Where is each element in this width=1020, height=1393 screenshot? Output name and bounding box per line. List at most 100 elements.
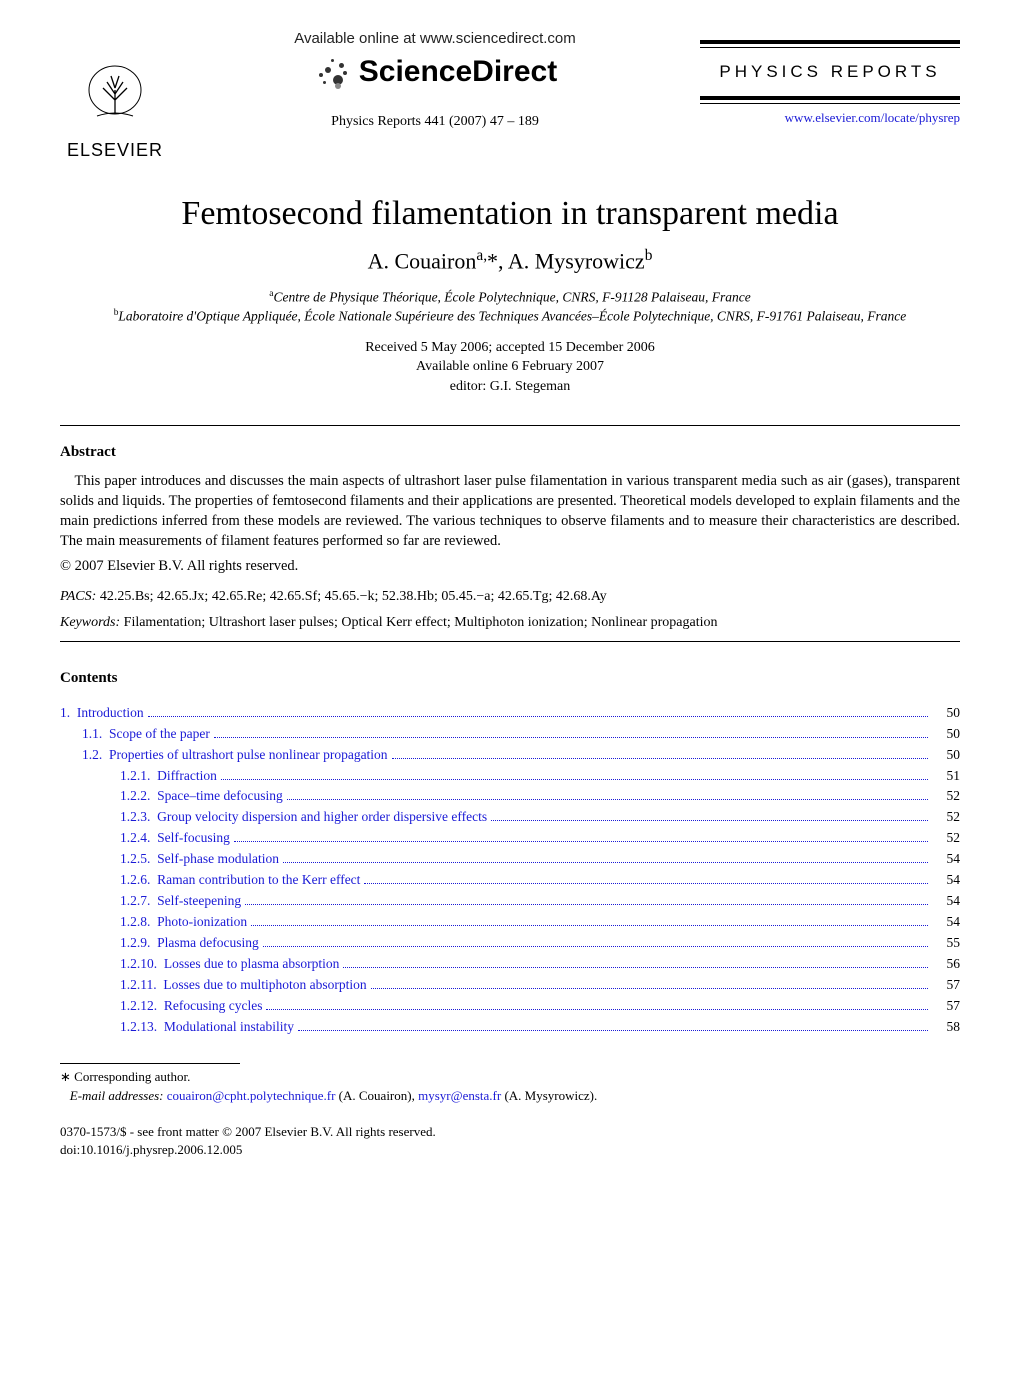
toc-entry[interactable]: 1.2.13. Modulational instability 58 (60, 1017, 960, 1038)
toc-entry[interactable]: 1.2.10. Losses due to plasma absorption 5… (60, 954, 960, 975)
available-online-text: Available online at www.sciencedirect.co… (170, 30, 700, 47)
toc-leader-dots (214, 726, 928, 738)
toc-leader-dots (343, 956, 928, 968)
toc-page: 57 (932, 975, 960, 996)
toc-label: Losses due to plasma absorption (164, 954, 339, 975)
toc-num: 1.1. (82, 724, 109, 745)
toc-entry[interactable]: 1.2.1. Diffraction51 (60, 766, 960, 787)
toc-num: 1.2.9. (120, 933, 157, 954)
toc-num: 1.2.10. (120, 954, 164, 975)
toc-entry[interactable]: 1.2.11. Losses due to multiphoton absorp… (60, 975, 960, 996)
toc-page: 50 (932, 745, 960, 766)
copyright-line: © 2007 Elsevier B.V. All rights reserved… (60, 558, 960, 575)
toc-num: 1.2.12. (120, 996, 164, 1017)
toc-label: Self-focusing (157, 828, 230, 849)
affiliations: aCentre de Physique Théorique, École Pol… (60, 288, 960, 325)
toc-leader-dots (148, 705, 928, 717)
online-date: Available online 6 February 2007 (60, 357, 960, 377)
toc-num: 1.2.3. (120, 807, 157, 828)
sciencedirect-icon (313, 53, 351, 91)
abstract-heading: Abstract (60, 444, 960, 461)
toc-label: Properties of ultrashort pulse nonlinear… (109, 745, 388, 766)
toc-label: Introduction (77, 703, 144, 724)
elsevier-tree-icon (60, 60, 170, 140)
toc-num: 1.2.2. (120, 786, 157, 807)
contents-heading: Contents (60, 670, 960, 687)
toc-label: Group velocity dispersion and higher ord… (157, 807, 487, 828)
journal-url-link[interactable]: www.elsevier.com/locate/physrep (700, 110, 960, 126)
toc-num: 1.2. (82, 745, 109, 766)
toc-leader-dots (263, 935, 928, 947)
email-link-1[interactable]: couairon@cpht.polytechnique.fr (167, 1088, 336, 1103)
email-line: E-mail addresses: couairon@cpht.polytech… (60, 1087, 960, 1105)
keywords-text: Filamentation; Ultrashort laser pulses; … (124, 615, 718, 630)
toc-entry[interactable]: 1.2.4. Self-focusing 52 (60, 828, 960, 849)
toc-leader-dots (298, 1019, 928, 1031)
toc-label: Losses due to multiphoton absorption (163, 975, 366, 996)
email-paren-2: (A. Mysyrowicz). (504, 1088, 597, 1103)
toc-leader-dots (491, 810, 928, 822)
toc-num: 1.2.11. (120, 975, 163, 996)
toc-label: Diffraction (157, 766, 217, 787)
table-of-contents: 1. Introduction501.1. Scope of the paper… (60, 703, 960, 1038)
divider (60, 641, 960, 642)
toc-label: Modulational instability (164, 1017, 294, 1038)
toc-entry[interactable]: 1.2.8. Photo-ionization54 (60, 912, 960, 933)
toc-entry[interactable]: 1.1. Scope of the paper 50 (60, 724, 960, 745)
toc-entry[interactable]: 1.2.6. Raman contribution to the Kerr ef… (60, 870, 960, 891)
received-date: Received 5 May 2006; accepted 15 Decembe… (60, 338, 960, 358)
toc-entry[interactable]: 1.2.5. Self-phase modulation54 (60, 849, 960, 870)
toc-entry[interactable]: 1.2. Properties of ultrashort pulse nonl… (60, 745, 960, 766)
sciencedirect-logo: ScienceDirect (313, 53, 557, 91)
toc-page: 56 (932, 954, 960, 975)
email-link-2[interactable]: mysyr@ensta.fr (418, 1088, 501, 1103)
journal-header: PHYSICS REPORTS www.elsevier.com/locate/… (700, 40, 960, 126)
divider (60, 425, 960, 426)
toc-page: 52 (932, 786, 960, 807)
article-reference: Physics Reports 441 (2007) 47 – 189 (170, 114, 700, 130)
toc-leader-dots (371, 977, 928, 989)
toc-num: 1.2.1. (120, 766, 157, 787)
journal-name: PHYSICS REPORTS (700, 48, 960, 96)
authors: A. Couairona,*, A. Mysyrowiczb (60, 247, 960, 274)
toc-leader-dots (234, 830, 928, 842)
toc-page: 50 (932, 703, 960, 724)
email-paren-1: (A. Couairon), (339, 1088, 415, 1103)
publisher-name: ELSEVIER (60, 140, 170, 161)
toc-page: 55 (932, 933, 960, 954)
toc-entry[interactable]: 1.2.2. Space–time defocusing52 (60, 786, 960, 807)
keywords-line: Keywords: Filamentation; Ultrashort lase… (60, 615, 960, 631)
toc-num: 1.2.4. (120, 828, 157, 849)
corr-author-label: ∗ Corresponding author. (60, 1068, 960, 1086)
toc-label: Photo-ionization (157, 912, 247, 933)
toc-entry[interactable]: 1. Introduction 50 (60, 703, 960, 724)
toc-page: 52 (932, 828, 960, 849)
toc-entry[interactable]: 1.2.3. Group velocity dispersion and hig… (60, 807, 960, 828)
toc-label: Raman contribution to the Kerr effect (157, 870, 360, 891)
abstract-text: This paper introduces and discusses the … (60, 471, 960, 552)
toc-entry[interactable]: 1.2.12. Refocusing cycles57 (60, 996, 960, 1017)
toc-entry[interactable]: 1.2.9. Plasma defocusing 55 (60, 933, 960, 954)
pacs-codes: 42.25.Bs; 42.65.Jx; 42.65.Re; 42.65.Sf; … (100, 589, 607, 604)
toc-leader-dots (251, 914, 928, 926)
toc-leader-dots (392, 747, 928, 759)
toc-num: 1.2.6. (120, 870, 157, 891)
toc-num: 1. (60, 703, 77, 724)
article-dates: Received 5 May 2006; accepted 15 Decembe… (60, 338, 960, 397)
sciencedirect-wordmark: ScienceDirect (359, 55, 557, 89)
article-title: Femtosecond filamentation in transparent… (60, 195, 960, 233)
email-label: E-mail addresses: (70, 1088, 164, 1103)
doi-line: doi:10.1016/j.physrep.2006.12.005 (60, 1141, 960, 1159)
publisher-logo: ELSEVIER (60, 60, 170, 161)
toc-page: 57 (932, 996, 960, 1017)
toc-page: 50 (932, 724, 960, 745)
toc-label: Scope of the paper (109, 724, 210, 745)
toc-page: 58 (932, 1017, 960, 1038)
page-footer: 0370-1573/$ - see front matter © 2007 El… (60, 1123, 960, 1159)
toc-label: Plasma defocusing (157, 933, 259, 954)
toc-entry[interactable]: 1.2.7. Self-steepening54 (60, 891, 960, 912)
toc-page: 52 (932, 807, 960, 828)
toc-leader-dots (221, 768, 928, 780)
toc-page: 54 (932, 891, 960, 912)
toc-num: 1.2.13. (120, 1017, 164, 1038)
